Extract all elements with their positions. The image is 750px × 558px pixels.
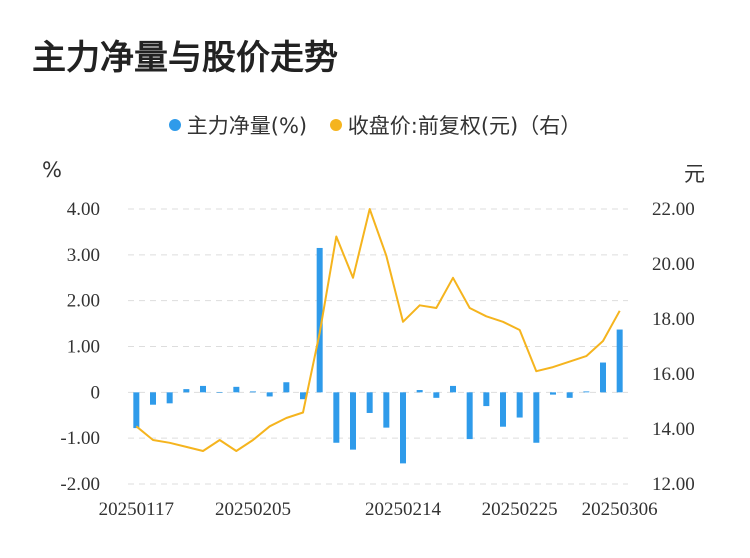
bar-net-flow bbox=[566, 392, 573, 398]
x-tick-label: 20250117 bbox=[99, 499, 174, 520]
right-tick-label: 16.00 bbox=[652, 364, 695, 385]
legend-dot-icon bbox=[329, 119, 342, 131]
left-tick-label: 0 bbox=[91, 382, 101, 403]
bar-net-flow bbox=[600, 362, 606, 393]
bar-net-flow bbox=[433, 392, 440, 398]
bar-net-flow bbox=[450, 385, 456, 393]
bar-net-flow bbox=[283, 382, 290, 393]
left-tick-label: 1.00 bbox=[67, 337, 100, 358]
left-axis-unit: % bbox=[42, 158, 62, 182]
x-tick-label: 20250225 bbox=[482, 499, 558, 520]
legend-dot-icon bbox=[168, 119, 181, 131]
bar-net-flow bbox=[533, 392, 540, 443]
bar-net-flow bbox=[300, 392, 306, 400]
bar-net-flow bbox=[583, 391, 590, 393]
bar-net-flow bbox=[266, 392, 273, 397]
bar-net-flow bbox=[500, 392, 506, 427]
x-tick-label: 20250214 bbox=[365, 499, 442, 520]
bar-net-flow bbox=[200, 385, 206, 393]
left-tick-label: -2.00 bbox=[60, 474, 100, 495]
bar-net-flow bbox=[416, 390, 423, 393]
bar-net-flow bbox=[233, 386, 240, 393]
bar-net-flow bbox=[166, 392, 173, 404]
right-tick-label: 18.00 bbox=[652, 309, 695, 330]
line-close-price bbox=[135, 208, 621, 452]
bar-net-flow bbox=[483, 392, 490, 407]
bar-net-flow bbox=[366, 392, 373, 413]
bar-net-flow bbox=[383, 392, 390, 428]
bar-net-flow bbox=[150, 392, 156, 405]
bar-net-flow bbox=[250, 391, 256, 393]
x-tick-label: 20250205 bbox=[215, 499, 291, 520]
left-tick-label: 2.00 bbox=[67, 291, 100, 312]
bar-net-flow bbox=[400, 392, 406, 464]
right-tick-label: 22.00 bbox=[652, 199, 695, 220]
bar-net-flow bbox=[516, 392, 523, 418]
right-tick-label: 14.00 bbox=[652, 419, 695, 440]
bar-net-flow bbox=[466, 392, 473, 440]
bar-net-flow bbox=[350, 392, 356, 450]
bar-net-flow bbox=[616, 329, 623, 393]
right-tick-label: 20.00 bbox=[652, 254, 695, 275]
chart-title: 主力净量与股价走势 bbox=[32, 38, 338, 78]
left-tick-label: 4.00 bbox=[67, 199, 100, 220]
right-axis-unit: 元 bbox=[684, 162, 705, 186]
left-tick-label: -1.00 bbox=[60, 428, 100, 449]
bar-net-flow bbox=[183, 389, 190, 393]
bar-net-flow bbox=[133, 392, 140, 429]
bar-net-flow bbox=[316, 247, 323, 393]
legend-label: 收盘价:前复权(元)（右） bbox=[347, 114, 582, 138]
left-tick-label: 3.00 bbox=[67, 245, 100, 266]
legend-item-close-price[interactable]: 收盘价:前复权(元)（右） bbox=[329, 110, 582, 140]
legend-item-net-flow[interactable]: 主力净量(%) bbox=[168, 110, 308, 140]
right-tick-label: 12.00 bbox=[652, 474, 695, 495]
bar-net-flow bbox=[333, 392, 340, 443]
x-tick-label: 20250306 bbox=[582, 499, 658, 520]
bar-net-flow bbox=[216, 392, 223, 393]
legend-label: 主力净量(%) bbox=[186, 114, 308, 138]
bar-net-flow bbox=[550, 392, 556, 395]
legend: 主力净量(%) 收盘价:前复权(元)（右） bbox=[0, 110, 750, 140]
